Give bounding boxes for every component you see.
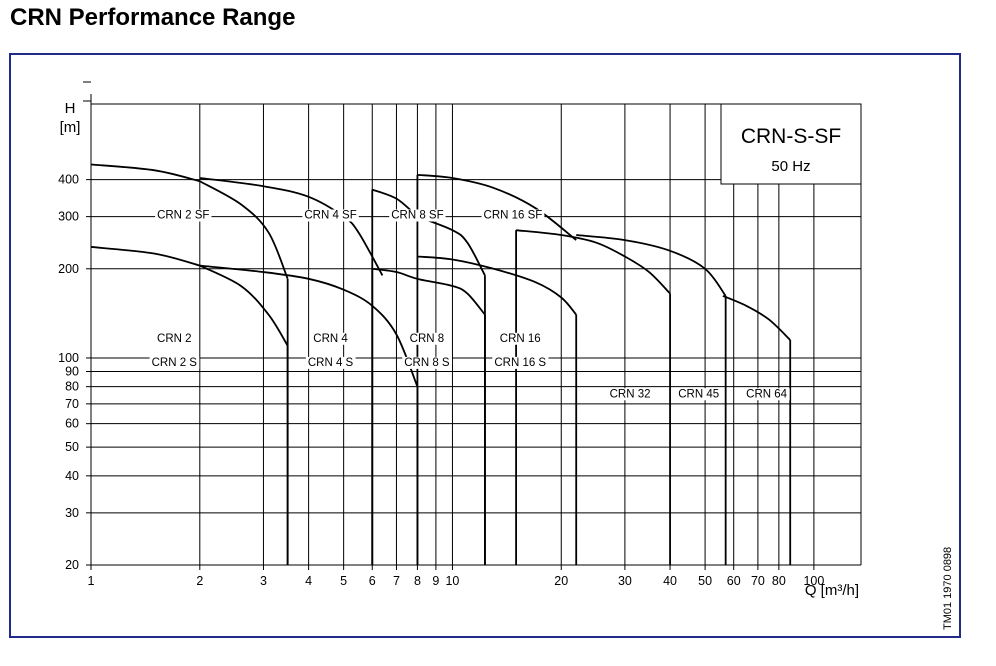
curve-label-background xyxy=(402,356,452,369)
y-tick-label: 90 xyxy=(65,365,79,379)
curve-label-background xyxy=(676,388,722,401)
curve-label-background xyxy=(302,209,359,222)
curve-label: CRN 16 SF xyxy=(484,209,543,221)
curve-label-background xyxy=(305,356,356,369)
performance-curve xyxy=(515,229,671,295)
x-tick-label: 3 xyxy=(260,574,267,588)
tick-labels: 1 2 3 4 5 6 7 8 9 10 20 30 40 50 60 70 80 100 20 30 40 50 60 70… xyxy=(58,173,824,588)
title-box-line2: 50 Hz xyxy=(771,158,810,175)
x-tick-label: 7 xyxy=(393,574,400,588)
performance-curve xyxy=(576,234,727,297)
curve-label-background xyxy=(607,388,653,401)
y-axis-label-unit: [m] xyxy=(60,119,81,136)
performance-chart: CRN 2 SF CRN 4 SF CRN 8 SF CRN 16 SF CRN 2 CR… xyxy=(58,81,862,599)
x-tick-label: 2 xyxy=(196,574,203,588)
y-tick-label: 60 xyxy=(65,417,79,431)
reference-code: TM01 1970 0898 xyxy=(942,546,954,630)
curve-label: CRN 2 S xyxy=(152,357,198,369)
curve-label-background xyxy=(155,209,212,222)
x-tick-label: 80 xyxy=(772,574,786,588)
curve-label: CRN 64 xyxy=(746,388,788,400)
y-tick-label: 50 xyxy=(65,440,79,454)
curve-label: CRN 2 SF xyxy=(157,209,209,221)
x-tick-label: 9 xyxy=(432,574,439,588)
performance-curve xyxy=(417,215,486,276)
performance-curve xyxy=(199,264,289,347)
curve-lines xyxy=(90,163,792,565)
curve-label: CRN 8 xyxy=(410,333,445,345)
curve-label: CRN 4 SF xyxy=(304,209,356,221)
y-tick-label: 80 xyxy=(65,380,79,394)
curve-label-background xyxy=(407,332,447,345)
curve-label: CRN 16 S xyxy=(494,357,546,369)
performance-curve xyxy=(372,267,486,316)
x-axis-label: Q [m³/h] xyxy=(805,582,859,599)
chart-frame: CRN 2 SF CRN 4 SF CRN 8 SF CRN 16 SF CRN 2 CR… xyxy=(9,53,961,638)
performance-curve xyxy=(90,163,201,183)
curve-label-background xyxy=(492,356,549,369)
y-tick-label: 70 xyxy=(65,397,79,411)
curve-label: CRN 32 xyxy=(610,388,651,400)
x-tick-label: 6 xyxy=(369,574,376,588)
curve-label-background xyxy=(744,388,790,401)
y-tick-label: 20 xyxy=(65,558,79,572)
page-title: CRN Performance Range xyxy=(10,4,296,31)
performance-curve xyxy=(199,264,419,387)
x-tick-label: 100 xyxy=(803,574,824,588)
curve-label-background xyxy=(481,209,545,222)
performance-curve xyxy=(722,295,791,341)
x-tick-label: 8 xyxy=(414,574,421,588)
performance-curve xyxy=(199,177,384,276)
curve-labels: CRN 2 SF CRN 4 SF CRN 8 SF CRN 16 SF CRN 2 CR… xyxy=(149,209,790,401)
x-tick-label: 4 xyxy=(305,574,312,588)
x-tick-label: 50 xyxy=(698,574,712,588)
curve-label-background xyxy=(149,356,200,369)
performance-curve xyxy=(90,246,201,267)
title-box: CRN-S-SF 50 Hz xyxy=(720,103,862,185)
y-tick-label: 40 xyxy=(65,469,79,483)
performance-curve xyxy=(417,255,577,316)
title-box-border xyxy=(720,103,862,185)
x-tick-label: 5 xyxy=(340,574,347,588)
y-tick-label: 300 xyxy=(58,210,79,224)
y-tick-label: 400 xyxy=(58,173,79,187)
curve-label: CRN 45 xyxy=(678,388,719,400)
curve-label: CRN 8 SF xyxy=(391,209,443,221)
x-tick-label: 20 xyxy=(554,574,568,588)
curve-label-background xyxy=(311,332,351,345)
performance-curve xyxy=(417,173,577,241)
curve-label: CRN 2 xyxy=(157,333,192,345)
x-tick-label: 30 xyxy=(618,574,632,588)
curve-label: CRN 16 xyxy=(500,333,541,345)
curve-label: CRN 8 S xyxy=(404,357,450,369)
curve-label-background xyxy=(389,209,446,222)
y-axis-label-top: H xyxy=(65,100,76,117)
x-tick-label: 60 xyxy=(727,574,741,588)
curve-label-background xyxy=(497,332,543,345)
x-tick-label: 70 xyxy=(751,574,765,588)
y-tick-label: 100 xyxy=(58,351,79,365)
y-tick-label: 30 xyxy=(65,506,79,520)
curve-label: CRN 4 xyxy=(313,333,348,345)
y-tick-label: 200 xyxy=(58,262,79,276)
x-tick-label: 1 xyxy=(88,574,95,588)
curve-label: CRN 4 S xyxy=(308,357,354,369)
curve-label-background xyxy=(155,332,194,345)
performance-curve xyxy=(199,180,289,280)
x-tick-label: 40 xyxy=(663,574,677,588)
x-tick-label: 10 xyxy=(445,574,459,588)
title-box-line1: CRN-S-SF xyxy=(741,125,841,148)
